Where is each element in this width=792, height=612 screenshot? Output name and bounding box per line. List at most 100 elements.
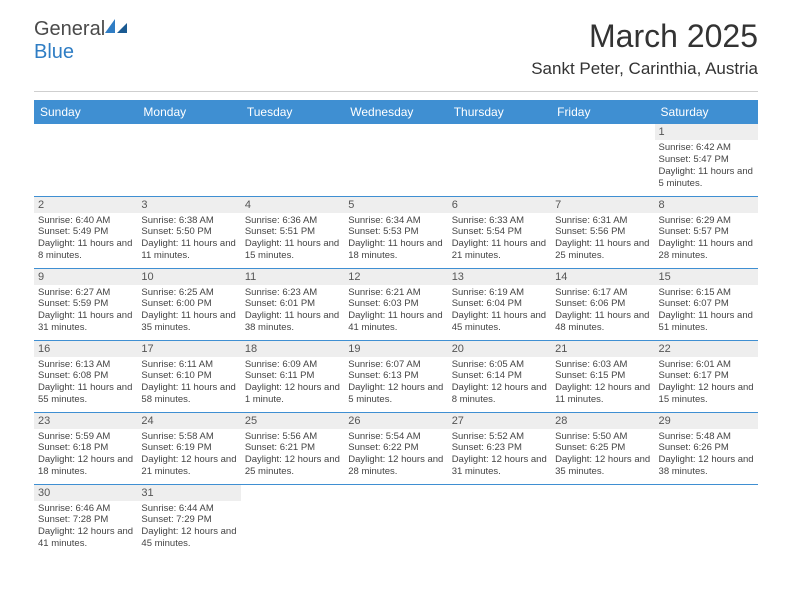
- col-header: Saturday: [655, 100, 758, 124]
- day-cell: 9Sunrise: 6:27 AMSunset: 5:59 PMDaylight…: [34, 268, 137, 340]
- col-header: Monday: [137, 100, 240, 124]
- day-cell: [551, 124, 654, 196]
- day-number: 13: [448, 269, 551, 285]
- day-cell: [448, 124, 551, 196]
- day-details: Sunrise: 5:48 AMSunset: 6:26 PMDaylight:…: [655, 429, 758, 482]
- day-details: Sunrise: 6:19 AMSunset: 6:04 PMDaylight:…: [448, 285, 551, 338]
- day-number: 28: [551, 413, 654, 429]
- day-number: 3: [137, 197, 240, 213]
- day-cell: 11Sunrise: 6:23 AMSunset: 6:01 PMDayligh…: [241, 268, 344, 340]
- brand-part1: General: [34, 18, 105, 40]
- day-number: 14: [551, 269, 654, 285]
- table-row: 1Sunrise: 6:42 AMSunset: 5:47 PMDaylight…: [34, 124, 758, 196]
- brand-text: GeneralBlue: [34, 18, 129, 64]
- day-details: Sunrise: 6:25 AMSunset: 6:00 PMDaylight:…: [137, 285, 240, 338]
- day-number: 4: [241, 197, 344, 213]
- day-details: Sunrise: 6:31 AMSunset: 5:56 PMDaylight:…: [551, 213, 654, 266]
- day-details: Sunrise: 5:50 AMSunset: 6:25 PMDaylight:…: [551, 429, 654, 482]
- day-details: Sunrise: 6:17 AMSunset: 6:06 PMDaylight:…: [551, 285, 654, 338]
- day-details: Sunrise: 5:54 AMSunset: 6:22 PMDaylight:…: [344, 429, 447, 482]
- header: GeneralBlue March 2025 Sankt Peter, Cari…: [0, 0, 792, 85]
- day-details: Sunrise: 6:29 AMSunset: 5:57 PMDaylight:…: [655, 213, 758, 266]
- day-cell: 4Sunrise: 6:36 AMSunset: 5:51 PMDaylight…: [241, 196, 344, 268]
- day-cell: 27Sunrise: 5:52 AMSunset: 6:23 PMDayligh…: [448, 412, 551, 484]
- day-number: 8: [655, 197, 758, 213]
- day-details: Sunrise: 6:34 AMSunset: 5:53 PMDaylight:…: [344, 213, 447, 266]
- day-cell: 17Sunrise: 6:11 AMSunset: 6:10 PMDayligh…: [137, 340, 240, 412]
- day-cell: 22Sunrise: 6:01 AMSunset: 6:17 PMDayligh…: [655, 340, 758, 412]
- day-details: Sunrise: 6:07 AMSunset: 6:13 PMDaylight:…: [344, 357, 447, 410]
- day-number: 27: [448, 413, 551, 429]
- day-cell: 1Sunrise: 6:42 AMSunset: 5:47 PMDaylight…: [655, 124, 758, 196]
- day-cell: [448, 484, 551, 556]
- day-details: Sunrise: 5:59 AMSunset: 6:18 PMDaylight:…: [34, 429, 137, 482]
- day-details: Sunrise: 6:40 AMSunset: 5:49 PMDaylight:…: [34, 213, 137, 266]
- day-cell: 26Sunrise: 5:54 AMSunset: 6:22 PMDayligh…: [344, 412, 447, 484]
- day-number: 26: [344, 413, 447, 429]
- day-number: 25: [241, 413, 344, 429]
- day-details: Sunrise: 6:36 AMSunset: 5:51 PMDaylight:…: [241, 213, 344, 266]
- day-cell: 31Sunrise: 6:44 AMSunset: 7:29 PMDayligh…: [137, 484, 240, 556]
- day-number: 16: [34, 341, 137, 357]
- day-details: Sunrise: 6:33 AMSunset: 5:54 PMDaylight:…: [448, 213, 551, 266]
- table-row: 2Sunrise: 6:40 AMSunset: 5:49 PMDaylight…: [34, 196, 758, 268]
- day-details: Sunrise: 6:27 AMSunset: 5:59 PMDaylight:…: [34, 285, 137, 338]
- day-number: 10: [137, 269, 240, 285]
- page-title: March 2025: [531, 18, 758, 55]
- day-number: 9: [34, 269, 137, 285]
- table-row: 23Sunrise: 5:59 AMSunset: 6:18 PMDayligh…: [34, 412, 758, 484]
- day-details: Sunrise: 6:03 AMSunset: 6:15 PMDaylight:…: [551, 357, 654, 410]
- day-cell: 21Sunrise: 6:03 AMSunset: 6:15 PMDayligh…: [551, 340, 654, 412]
- day-cell: 30Sunrise: 6:46 AMSunset: 7:28 PMDayligh…: [34, 484, 137, 556]
- day-number: 18: [241, 341, 344, 357]
- day-details: Sunrise: 6:11 AMSunset: 6:10 PMDaylight:…: [137, 357, 240, 410]
- day-details: Sunrise: 6:05 AMSunset: 6:14 PMDaylight:…: [448, 357, 551, 410]
- day-cell: [551, 484, 654, 556]
- day-details: Sunrise: 5:58 AMSunset: 6:19 PMDaylight:…: [137, 429, 240, 482]
- day-cell: 28Sunrise: 5:50 AMSunset: 6:25 PMDayligh…: [551, 412, 654, 484]
- day-number: 30: [34, 485, 137, 501]
- day-cell: 7Sunrise: 6:31 AMSunset: 5:56 PMDaylight…: [551, 196, 654, 268]
- day-cell: 2Sunrise: 6:40 AMSunset: 5:49 PMDaylight…: [34, 196, 137, 268]
- day-number: 5: [344, 197, 447, 213]
- calendar-head: SundayMondayTuesdayWednesdayThursdayFrid…: [34, 100, 758, 124]
- day-cell: [655, 484, 758, 556]
- day-cell: 20Sunrise: 6:05 AMSunset: 6:14 PMDayligh…: [448, 340, 551, 412]
- brand-part2: Blue: [34, 41, 74, 63]
- day-number: 7: [551, 197, 654, 213]
- day-cell: 5Sunrise: 6:34 AMSunset: 5:53 PMDaylight…: [344, 196, 447, 268]
- table-row: 16Sunrise: 6:13 AMSunset: 6:08 PMDayligh…: [34, 340, 758, 412]
- day-number: 6: [448, 197, 551, 213]
- table-row: 9Sunrise: 6:27 AMSunset: 5:59 PMDaylight…: [34, 268, 758, 340]
- day-details: Sunrise: 6:42 AMSunset: 5:47 PMDaylight:…: [655, 140, 758, 193]
- col-header: Thursday: [448, 100, 551, 124]
- day-number: 29: [655, 413, 758, 429]
- day-number: 24: [137, 413, 240, 429]
- day-cell: 25Sunrise: 5:56 AMSunset: 6:21 PMDayligh…: [241, 412, 344, 484]
- day-cell: [137, 124, 240, 196]
- day-number: 23: [34, 413, 137, 429]
- day-cell: 16Sunrise: 6:13 AMSunset: 6:08 PMDayligh…: [34, 340, 137, 412]
- day-details: Sunrise: 6:09 AMSunset: 6:11 PMDaylight:…: [241, 357, 344, 410]
- day-number: 31: [137, 485, 240, 501]
- day-cell: 14Sunrise: 6:17 AMSunset: 6:06 PMDayligh…: [551, 268, 654, 340]
- day-number: 1: [655, 124, 758, 140]
- day-cell: 15Sunrise: 6:15 AMSunset: 6:07 PMDayligh…: [655, 268, 758, 340]
- sail-icon: [103, 17, 129, 41]
- day-number: 20: [448, 341, 551, 357]
- day-details: Sunrise: 6:44 AMSunset: 7:29 PMDaylight:…: [137, 501, 240, 554]
- day-cell: 3Sunrise: 6:38 AMSunset: 5:50 PMDaylight…: [137, 196, 240, 268]
- col-header: Wednesday: [344, 100, 447, 124]
- day-number: 2: [34, 197, 137, 213]
- day-cell: 8Sunrise: 6:29 AMSunset: 5:57 PMDaylight…: [655, 196, 758, 268]
- day-cell: 10Sunrise: 6:25 AMSunset: 6:00 PMDayligh…: [137, 268, 240, 340]
- day-cell: [344, 484, 447, 556]
- day-number: 15: [655, 269, 758, 285]
- calendar-table: SundayMondayTuesdayWednesdayThursdayFrid…: [34, 100, 758, 556]
- day-cell: 29Sunrise: 5:48 AMSunset: 6:26 PMDayligh…: [655, 412, 758, 484]
- day-cell: 6Sunrise: 6:33 AMSunset: 5:54 PMDaylight…: [448, 196, 551, 268]
- day-cell: 12Sunrise: 6:21 AMSunset: 6:03 PMDayligh…: [344, 268, 447, 340]
- day-details: Sunrise: 6:46 AMSunset: 7:28 PMDaylight:…: [34, 501, 137, 554]
- day-details: Sunrise: 6:23 AMSunset: 6:01 PMDaylight:…: [241, 285, 344, 338]
- brand-logo: GeneralBlue: [34, 18, 129, 64]
